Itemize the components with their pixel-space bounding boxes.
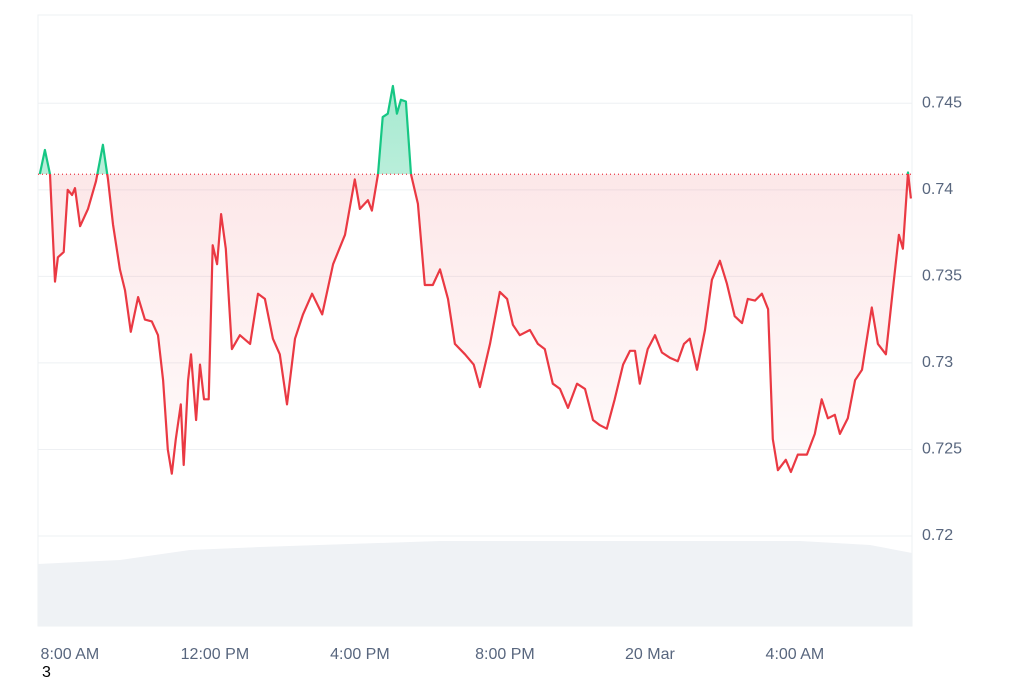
x-tick-label: 12:00 PM (181, 646, 249, 663)
footnote: 3 (42, 664, 51, 681)
y-tick-label: 0.74 (922, 181, 953, 198)
y-tick-label: 0.735 (922, 268, 962, 285)
x-tick-label: 8:00 AM (41, 646, 100, 663)
x-tick-label: 4:00 AM (766, 646, 825, 663)
area-fill (39, 86, 911, 474)
x-tick-label: 8:00 PM (475, 646, 535, 663)
volume-area (38, 541, 912, 626)
x-tick-label: 4:00 PM (330, 646, 390, 663)
price-line (38, 84, 912, 475)
x-tick-label: 20 Mar (625, 646, 675, 663)
y-tick-label: 0.745 (922, 94, 962, 111)
y-tick-label: 0.72 (922, 527, 953, 544)
y-tick-label: 0.725 (922, 441, 962, 458)
y-tick-label: 0.73 (922, 354, 953, 371)
